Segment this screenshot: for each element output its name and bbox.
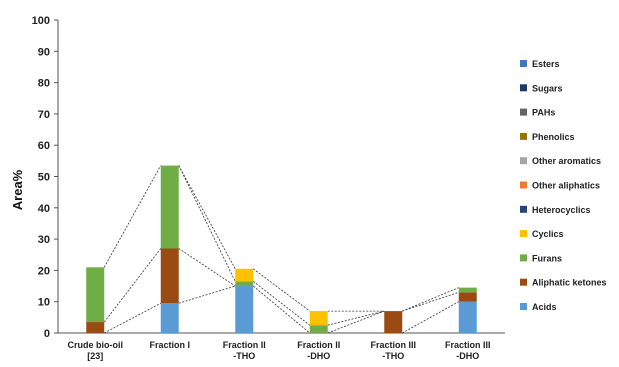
legend-label: Other aromatics xyxy=(532,156,601,166)
legend: Esters Sugars PAHs Phenolics Other aromatics… xyxy=(520,59,607,312)
connector-line xyxy=(178,285,236,304)
connector-line xyxy=(253,281,310,326)
legend-swatch xyxy=(520,254,527,262)
connector-line xyxy=(104,302,161,334)
bar-segment xyxy=(235,268,254,282)
legend-swatch xyxy=(520,60,527,67)
y-tick-label: 60 xyxy=(38,140,50,152)
x-tick-label: Crude bio-oil [23] xyxy=(68,340,124,361)
legend-label: Cyclics xyxy=(532,229,564,239)
y-tick-label: 10 xyxy=(38,297,50,309)
y-axis: 0 10 20 30 40 50 60 70 80 90 100 xyxy=(32,15,505,340)
x-tick-label: Fraction I xyxy=(149,340,190,350)
legend-swatch xyxy=(520,230,527,238)
bar-segment xyxy=(235,281,254,287)
bar-segment xyxy=(458,301,477,333)
bars xyxy=(86,165,477,333)
legend-label: Acids xyxy=(532,302,557,312)
legend-label: Other aliphatics xyxy=(532,181,600,191)
y-tick-label: 90 xyxy=(38,46,50,58)
connector-line xyxy=(402,291,459,312)
connector-line xyxy=(327,310,385,326)
legend-label: Heterocyclics xyxy=(532,205,591,215)
bar-segment xyxy=(235,286,254,333)
connector-line xyxy=(178,248,236,287)
connector-line xyxy=(103,165,162,268)
connector-lines xyxy=(103,165,459,334)
connector-line xyxy=(402,301,459,334)
legend-swatch xyxy=(520,132,527,140)
legend-label: Furans xyxy=(532,253,562,263)
legend-swatch xyxy=(520,181,527,189)
y-tick-label: 50 xyxy=(38,172,50,184)
legend-swatch xyxy=(520,205,527,213)
bar-segment xyxy=(160,165,179,249)
legend-swatch xyxy=(520,108,527,116)
x-tick-label: Fraction II -DHO xyxy=(297,340,340,361)
bar-segment xyxy=(458,292,477,302)
legend-label: Aliphatic ketones xyxy=(532,278,607,288)
x-tick-label: Fraction II -THO xyxy=(223,340,266,361)
bar-segment xyxy=(160,248,179,304)
legend-swatch xyxy=(520,303,527,310)
legend-label: Esters xyxy=(532,59,560,69)
connector-line xyxy=(178,165,236,270)
x-axis: Crude bio-oil [23] Fraction I Fraction II -T… xyxy=(68,340,491,361)
bar-segment xyxy=(86,322,105,333)
connector-line xyxy=(103,248,162,323)
connector-line xyxy=(253,268,310,312)
y-tick-label: 80 xyxy=(38,78,50,90)
x-tick-label: Fraction III -THO xyxy=(370,340,416,361)
y-axis-title: Area% xyxy=(10,169,25,210)
y-tick-label: 100 xyxy=(32,15,50,27)
bar-segment xyxy=(309,311,328,326)
y-tick-label: 40 xyxy=(38,203,50,215)
bar-segment xyxy=(384,311,403,333)
x-tick-label: Fraction III -DHO xyxy=(445,340,491,361)
y-tick-label: 30 xyxy=(38,234,50,246)
y-tick-label: 20 xyxy=(38,265,50,277)
legend-label: PAHs xyxy=(532,108,555,118)
bar-segment xyxy=(458,287,477,293)
legend-label: Phenolics xyxy=(532,132,575,142)
bar-segment xyxy=(86,267,105,323)
bar-segment xyxy=(160,303,179,333)
y-tick-label: 0 xyxy=(44,328,50,340)
connector-line xyxy=(252,285,311,334)
legend-label: Sugars xyxy=(532,83,563,93)
legend-swatch xyxy=(520,278,527,286)
connector-line xyxy=(402,287,459,312)
connector-line xyxy=(327,310,385,334)
bar-segment xyxy=(309,325,328,333)
legend-swatch xyxy=(520,84,527,92)
legend-swatch xyxy=(520,157,527,165)
connector-line xyxy=(178,165,236,282)
y-tick-label: 70 xyxy=(38,109,50,121)
